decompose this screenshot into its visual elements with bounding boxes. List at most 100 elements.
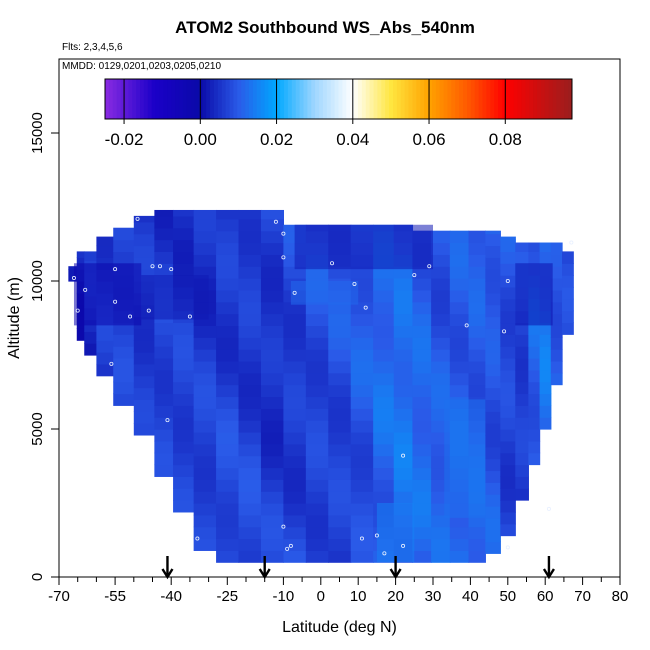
heatmap-cell: [328, 349, 352, 362]
sample-point: [505, 278, 510, 283]
heatmap-cell: [393, 384, 414, 398]
heatmap-cell: [238, 420, 262, 433]
heatmap-cell: [468, 372, 486, 386]
heatmap-cell: [173, 263, 195, 276]
heatmap-cell: [193, 384, 217, 398]
colorbar-segment: [377, 79, 382, 119]
heatmap-cell: [485, 482, 501, 495]
heatmap-cell: [350, 491, 374, 504]
heatmap-cell: [393, 360, 414, 374]
heatmap-cell: [283, 325, 307, 338]
colorbar-segment: [155, 79, 160, 119]
heatmap-cell: [350, 550, 374, 563]
heatmap-cell: [412, 550, 432, 563]
colorbar-segment: [365, 79, 371, 119]
colorbar-segment: [225, 79, 231, 119]
colorbar-segment: [494, 79, 499, 119]
heatmap-cell: [528, 381, 541, 395]
heatmap-cell: [500, 523, 516, 537]
heatmap-cell: [350, 408, 374, 421]
heatmap-cell: [515, 429, 529, 442]
sample-point: [187, 314, 192, 319]
sample-point: [273, 219, 278, 224]
heatmap-cell: [373, 384, 395, 398]
colorbar-segment: [451, 79, 456, 119]
colorbar-segment: [167, 79, 172, 119]
heatmap-cell: [173, 464, 195, 477]
colorbar-segment: [303, 79, 308, 119]
colorbar-segment: [206, 79, 211, 119]
heatmap-cell: [485, 505, 501, 519]
heatmap-cell: [305, 491, 329, 504]
sample-point: [71, 276, 76, 281]
heatmap-cell: [350, 372, 374, 386]
heatmap-cell: [500, 381, 516, 395]
heatmap-cell: [528, 429, 541, 442]
heatmap-cell: [216, 431, 240, 445]
heatmap-cell: [412, 479, 432, 492]
colorbar-segment: [330, 79, 336, 119]
colorbar-segment: [498, 79, 503, 119]
heatmap-cell: [373, 396, 395, 409]
heatmap-cell: [173, 452, 195, 466]
colorbar-segment: [221, 79, 227, 119]
colorbar-segment: [416, 79, 421, 119]
heatmap-cell: [412, 431, 432, 445]
heatmap-cell: [260, 479, 284, 492]
heatmap-cell: [328, 396, 352, 409]
heatmap-cell: [216, 254, 240, 267]
heatmap-cell: [216, 443, 240, 457]
x-tick-label: -55: [104, 588, 126, 605]
x-tick-label: 60: [537, 588, 554, 605]
heatmap-cell: [283, 467, 307, 480]
colorbar-segment: [256, 79, 262, 119]
heatmap-cell: [328, 443, 352, 457]
heatmap-cell: [216, 396, 240, 409]
heatmap-cell: [76, 251, 85, 258]
heatmap-cell: [305, 337, 329, 350]
colorbar-segment: [482, 79, 487, 119]
heatmap-cell: [412, 455, 432, 469]
heatmap-cell: [500, 511, 516, 525]
sample-point: [401, 543, 406, 548]
heatmap-cell: [393, 467, 414, 480]
heatmap-cell: [113, 227, 135, 241]
heatmap-cell: [412, 313, 432, 326]
colorbar-segment: [459, 79, 464, 119]
latitude-arrow: [161, 556, 174, 580]
heatmap-cell: [539, 322, 552, 335]
heatmap-cell: [305, 313, 329, 326]
sample-point: [505, 545, 510, 550]
sample-point: [169, 267, 174, 272]
heatmap-cell: [485, 399, 501, 412]
heatmap-cell: [113, 357, 135, 371]
heatmap-cell: [260, 526, 284, 540]
heatmap-cell: [550, 266, 563, 279]
sample-point: [150, 264, 155, 269]
heatmap-cell: [173, 251, 195, 264]
heatmap-cell: [393, 420, 414, 433]
heatmap-cell: [113, 346, 135, 359]
colorbar-segment: [536, 79, 542, 119]
colorbar-segment: [361, 79, 367, 119]
heatmap-cell: [305, 349, 329, 362]
heatmap-cell: [328, 431, 352, 445]
heatmap-cell: [373, 431, 395, 445]
heatmap-cell: [393, 337, 414, 350]
colorbar-segment: [295, 79, 301, 119]
heatmap-cell: [260, 218, 284, 232]
heatmap-cell: [328, 538, 352, 551]
heatmap-cell: [449, 526, 470, 540]
heatmap-cell: [260, 230, 284, 244]
heatmap-cell: [515, 393, 529, 406]
heatmap-cell: [393, 325, 414, 338]
heatmap-cell: [431, 384, 451, 398]
heatmap-cell: [562, 310, 574, 324]
heatmap-cell: [260, 408, 284, 421]
heatmap-cell: [216, 325, 240, 338]
colorbar-segment: [517, 79, 522, 119]
colorbar-segment: [470, 79, 476, 119]
heatmap-cell: [539, 242, 552, 252]
colorbar-segment: [338, 79, 343, 119]
